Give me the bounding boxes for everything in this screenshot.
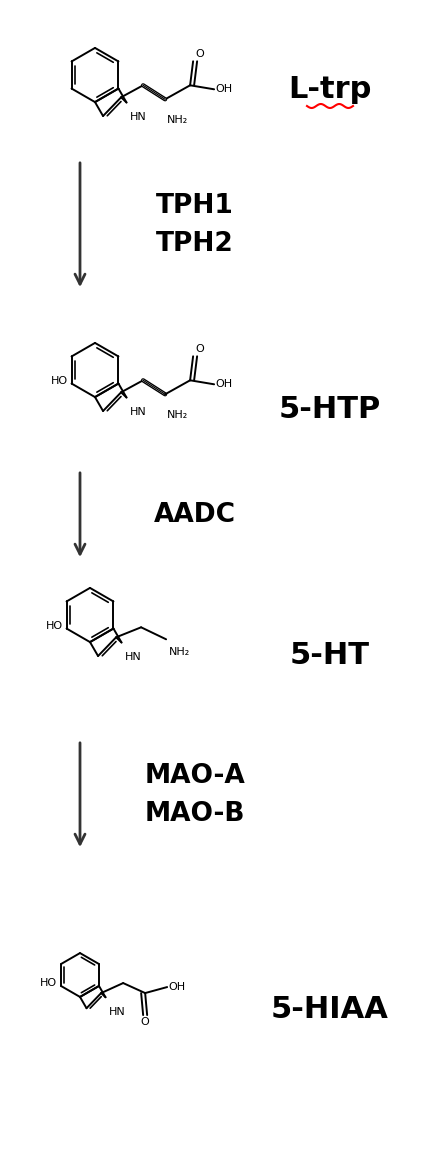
Text: NH₂: NH₂ bbox=[169, 648, 190, 657]
Text: TPH1: TPH1 bbox=[156, 193, 233, 219]
Text: O: O bbox=[141, 1017, 149, 1028]
Text: L-trp: L-trp bbox=[288, 76, 371, 104]
Text: AADC: AADC bbox=[154, 502, 236, 528]
Text: HN: HN bbox=[108, 1008, 125, 1017]
Text: HN: HN bbox=[129, 112, 146, 123]
Text: MAO-A: MAO-A bbox=[144, 763, 245, 789]
Text: TPH2: TPH2 bbox=[156, 231, 233, 257]
Text: OH: OH bbox=[168, 982, 185, 992]
Text: HO: HO bbox=[45, 621, 62, 630]
Text: HN: HN bbox=[124, 652, 141, 663]
Text: O: O bbox=[195, 345, 204, 354]
Text: OH: OH bbox=[214, 379, 232, 389]
Text: 5-HIAA: 5-HIAA bbox=[270, 996, 388, 1024]
Text: HO: HO bbox=[40, 978, 57, 988]
Text: 5-HTP: 5-HTP bbox=[278, 395, 380, 424]
Text: HN: HN bbox=[129, 408, 146, 417]
Text: MAO-B: MAO-B bbox=[145, 801, 245, 826]
Text: NH₂: NH₂ bbox=[167, 410, 188, 421]
Text: O: O bbox=[195, 49, 204, 60]
Text: HO: HO bbox=[50, 375, 67, 386]
Text: 5-HT: 5-HT bbox=[289, 641, 369, 670]
Text: OH: OH bbox=[214, 84, 232, 95]
Text: NH₂: NH₂ bbox=[167, 116, 188, 125]
